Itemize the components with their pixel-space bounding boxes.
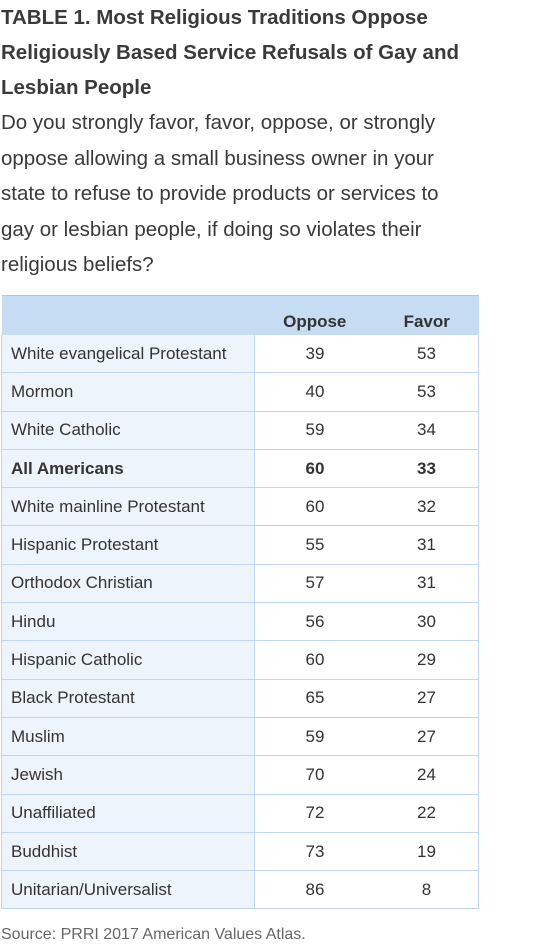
row-label: Orthodox Christian (1, 564, 255, 604)
column-header-oppose: Oppose (254, 295, 375, 335)
row-label: Hispanic Catholic (1, 640, 255, 680)
oppose-value: 60 (254, 640, 375, 680)
table-row: Unaffiliated 72 22 (1, 794, 479, 833)
oppose-value: 59 (254, 411, 375, 450)
row-label: Unitarian/Universalist (1, 870, 255, 910)
row-label: White mainline Protestant (1, 487, 255, 527)
column-header-label (1, 295, 255, 335)
favor-value: 31 (375, 525, 479, 565)
favor-value: 29 (375, 640, 479, 680)
favor-value: 27 (375, 717, 479, 757)
favor-value: 24 (375, 755, 479, 795)
oppose-value: 40 (254, 372, 375, 412)
row-label: Hispanic Protestant (1, 525, 255, 565)
row-label: White Catholic (1, 411, 255, 450)
table-row: Hindu 56 30 (1, 602, 479, 642)
table-row: Orthodox Christian 57 31 (1, 564, 479, 604)
oppose-value: 57 (254, 564, 375, 604)
row-label: All Americans (1, 449, 255, 489)
row-label: Buddhist (1, 832, 255, 872)
oppose-value: 59 (254, 717, 375, 757)
oppose-value: 72 (254, 794, 375, 833)
table-row: Black Protestant 65 27 (1, 679, 479, 718)
row-label: Jewish (1, 755, 255, 795)
favor-value: 53 (375, 372, 479, 412)
source-note: Source: PRRI 2017 American Values Atlas. (1, 926, 306, 943)
table-row: Jewish 70 24 (1, 755, 479, 795)
table-row: Buddhist 73 19 (1, 832, 479, 872)
table-header-row: Oppose Favor (1, 295, 479, 335)
favor-value: 30 (375, 602, 479, 642)
favor-value: 27 (375, 679, 479, 718)
table-row: White Catholic 59 34 (1, 411, 479, 450)
oppose-value: 86 (254, 870, 375, 910)
favor-value: 19 (375, 832, 479, 872)
oppose-value: 39 (254, 335, 375, 374)
favor-value: 33 (375, 449, 479, 489)
row-label: Hindu (1, 602, 255, 642)
table-title: TABLE 1. Most Religious Traditions Oppos… (1, 6, 460, 99)
oppose-value: 70 (254, 755, 375, 795)
favor-value: 8 (375, 870, 479, 910)
row-label: Black Protestant (1, 679, 255, 718)
table-row: All Americans 60 33 (1, 449, 479, 489)
table-row: Hispanic Catholic 60 29 (1, 640, 479, 680)
favor-value: 53 (375, 335, 479, 374)
favor-value: 32 (375, 487, 479, 527)
oppose-value: 60 (254, 487, 375, 527)
favor-value: 22 (375, 794, 479, 833)
oppose-value: 55 (254, 525, 375, 565)
oppose-value: 73 (254, 832, 375, 872)
oppose-value: 60 (254, 449, 375, 489)
column-header-favor: Favor (375, 295, 479, 335)
table-row: Hispanic Protestant 55 31 (1, 525, 479, 565)
table-row: White mainline Protestant 60 32 (1, 487, 479, 527)
row-label: White evangelical Protestant (1, 335, 255, 374)
table-row: Muslim 59 27 (1, 717, 479, 757)
favor-value: 34 (375, 411, 479, 450)
table-row: Mormon 40 53 (1, 372, 479, 412)
table-subtitle: Do you strongly favor, favor, oppose, or… (1, 111, 439, 276)
favor-value: 31 (375, 564, 479, 604)
table-row: White evangelical Protestant 39 53 (1, 335, 479, 374)
table-row: Unitarian/Universalist 86 8 (1, 870, 479, 910)
row-label: Unaffiliated (1, 794, 255, 833)
results-table: Oppose Favor White evangelical Protestan… (1, 295, 479, 910)
oppose-value: 56 (254, 602, 375, 642)
oppose-value: 65 (254, 679, 375, 718)
row-label: Muslim (1, 717, 255, 757)
row-label: Mormon (1, 372, 255, 412)
